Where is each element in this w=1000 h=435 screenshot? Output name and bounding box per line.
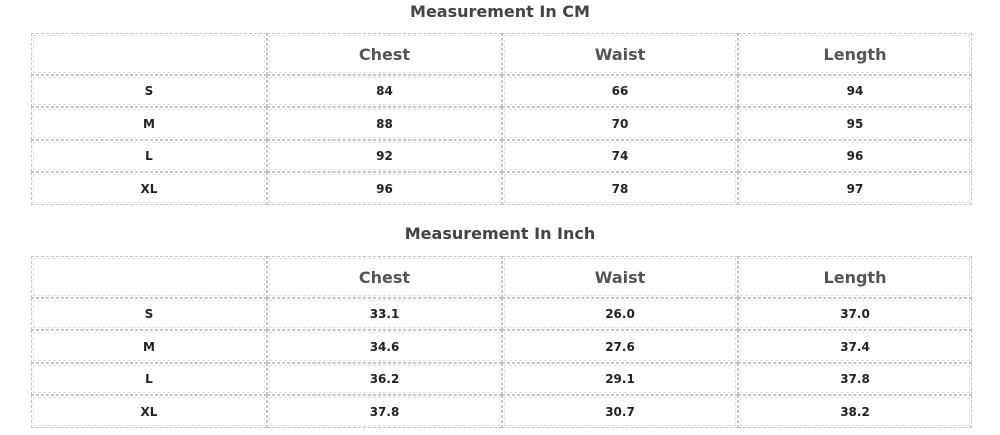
value-cell: 84 bbox=[267, 75, 502, 107]
size-cell: XL bbox=[31, 172, 267, 205]
size-cell-text: M bbox=[143, 339, 155, 354]
size-cell: M bbox=[31, 107, 267, 140]
value-cell: 37.0 bbox=[738, 298, 972, 330]
value-cell: 70 bbox=[502, 107, 738, 140]
value-cell-text: 26.0 bbox=[605, 307, 635, 321]
header-cell: Chest bbox=[267, 33, 502, 75]
value-cell-text: 37.0 bbox=[840, 307, 870, 321]
value-cell-text: 78 bbox=[611, 181, 629, 196]
size-cell-text: L bbox=[145, 372, 153, 386]
value-cell-text: 88 bbox=[376, 116, 393, 131]
value-cell: 33.1 bbox=[267, 298, 502, 330]
value-cell-text: 96 bbox=[846, 149, 864, 163]
value-cell-text: 74 bbox=[611, 149, 629, 163]
header-cell-text: Length bbox=[823, 44, 887, 64]
value-cell: 26.0 bbox=[502, 298, 738, 330]
value-cell: 38.2 bbox=[738, 395, 972, 428]
value-cell-text: 33.1 bbox=[369, 307, 400, 321]
value-cell: 97 bbox=[738, 172, 972, 205]
size-cell-text: L bbox=[145, 149, 153, 163]
value-cell: 92 bbox=[267, 140, 502, 172]
value-cell-text: 84 bbox=[376, 84, 393, 98]
value-cell: 37.8 bbox=[738, 363, 972, 395]
header-cell-text: Length bbox=[823, 267, 887, 287]
size-cell-text: S bbox=[144, 307, 154, 321]
value-cell-text: 37.4 bbox=[840, 339, 870, 354]
value-cell-text: 36.2 bbox=[369, 372, 400, 386]
value-cell: 96 bbox=[738, 140, 972, 172]
size-cell-text: M bbox=[143, 116, 155, 131]
value-cell-text: 27.6 bbox=[605, 339, 635, 354]
value-cell: 74 bbox=[502, 140, 738, 172]
size-cell: S bbox=[31, 298, 267, 330]
size-cell-text: XL bbox=[140, 181, 158, 196]
header-cell bbox=[31, 33, 267, 75]
value-cell: 36.2 bbox=[267, 363, 502, 395]
header-cell: Length bbox=[738, 256, 972, 298]
size-cell-text: S bbox=[144, 84, 154, 98]
header-cell: Length bbox=[738, 33, 972, 75]
size-cell-text: XL bbox=[140, 404, 158, 419]
value-cell-text: 30.7 bbox=[605, 404, 635, 419]
size-cell: S bbox=[31, 75, 267, 107]
value-cell-text: 97 bbox=[846, 181, 864, 196]
value-cell: 30.7 bbox=[502, 395, 738, 428]
value-cell: 29.1 bbox=[502, 363, 738, 395]
value-cell-text: 70 bbox=[611, 116, 629, 131]
value-cell: 37.8 bbox=[267, 395, 502, 428]
value-cell-text: 92 bbox=[376, 149, 393, 163]
value-cell: 27.6 bbox=[502, 330, 738, 363]
table-title: Measurement In CM bbox=[410, 2, 590, 21]
value-cell-text: 29.1 bbox=[605, 372, 635, 386]
size-cell: L bbox=[31, 140, 267, 172]
header-cell-text: Chest bbox=[358, 44, 411, 64]
header-cell: Chest bbox=[267, 256, 502, 298]
header-cell bbox=[31, 256, 267, 298]
value-cell: 78 bbox=[502, 172, 738, 205]
value-cell: 94 bbox=[738, 75, 972, 107]
header-cell: Waist bbox=[502, 256, 738, 298]
value-cell: 88 bbox=[267, 107, 502, 140]
header-cell: Waist bbox=[502, 33, 738, 75]
value-cell: 37.4 bbox=[738, 330, 972, 363]
size-cell: L bbox=[31, 363, 267, 395]
value-cell: 96 bbox=[267, 172, 502, 205]
value-cell-text: 34.6 bbox=[369, 339, 400, 354]
size-cell: M bbox=[31, 330, 267, 363]
value-cell: 95 bbox=[738, 107, 972, 140]
value-cell-text: 95 bbox=[846, 116, 864, 131]
value-cell-text: 38.2 bbox=[840, 404, 870, 419]
value-cell: 34.6 bbox=[267, 330, 502, 363]
header-cell-text: Waist bbox=[594, 267, 646, 287]
table-title: Measurement In Inch bbox=[404, 224, 596, 243]
value-cell-text: 37.8 bbox=[840, 372, 870, 386]
size-cell: XL bbox=[31, 395, 267, 428]
header-cell-text: Chest bbox=[358, 267, 411, 287]
value-cell: 66 bbox=[502, 75, 738, 107]
value-cell-text: 96 bbox=[376, 181, 393, 196]
value-cell-text: 94 bbox=[846, 84, 864, 98]
header-cell-text: Waist bbox=[594, 44, 646, 64]
value-cell-text: 66 bbox=[611, 84, 629, 98]
value-cell-text: 37.8 bbox=[369, 404, 400, 419]
